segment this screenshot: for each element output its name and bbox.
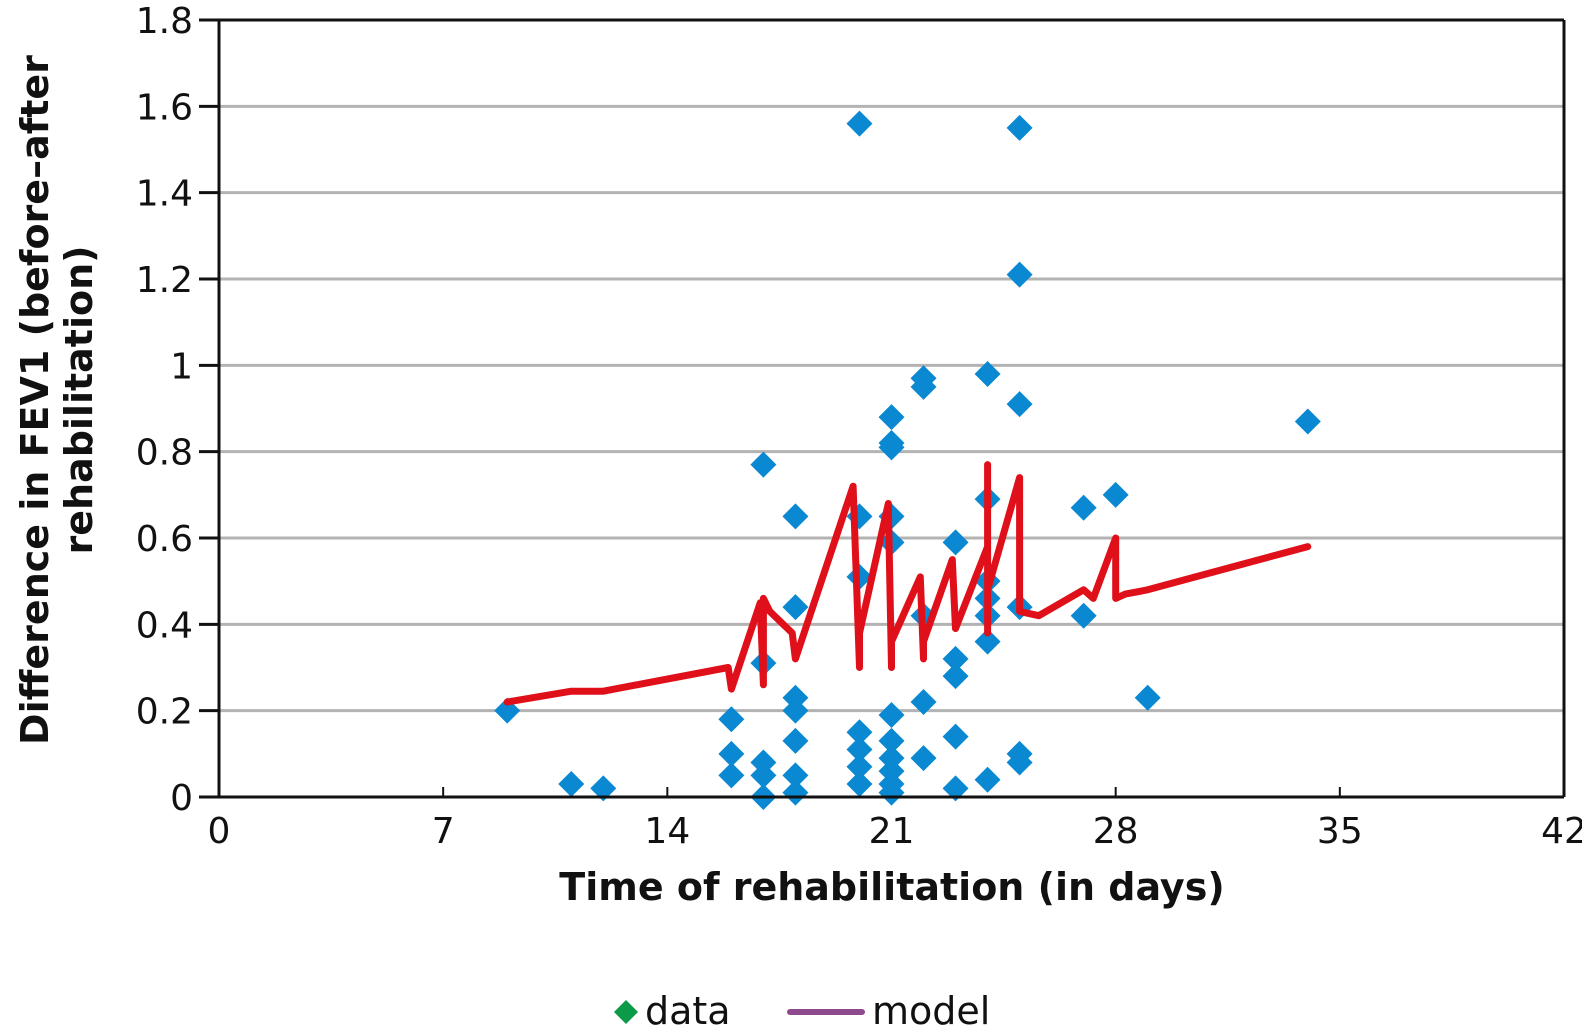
x-axis-ticks: 0 7 14 21 28 35 42	[208, 787, 1582, 852]
y-tick-label: 1.8	[136, 1, 193, 42]
data-point	[1006, 261, 1033, 288]
y-tick-label: 0.8	[136, 433, 193, 474]
data-point	[942, 645, 969, 672]
data-point	[878, 779, 905, 806]
y-tick-label: 0.6	[136, 519, 193, 560]
data-point	[1294, 408, 1321, 435]
data-point	[846, 110, 873, 137]
data-point	[782, 779, 809, 806]
data-point	[590, 775, 617, 802]
legend: data model	[614, 989, 990, 1033]
x-tick-label: 0	[208, 811, 231, 852]
x-tick-label: 35	[1317, 811, 1363, 852]
data-points	[494, 110, 1321, 810]
data-point	[910, 373, 937, 400]
data-point	[1006, 114, 1033, 141]
y-tick-label: 1.2	[136, 260, 193, 301]
data-point	[846, 753, 873, 780]
model-line	[503, 461, 1312, 706]
data-point	[910, 689, 937, 716]
data-point	[782, 594, 809, 621]
y-axis-title-line-2: rehabilitation)	[57, 245, 101, 554]
data-point	[878, 701, 905, 728]
data-point	[942, 723, 969, 750]
x-tick-label: 28	[1093, 811, 1139, 852]
data-point	[718, 706, 745, 733]
data-point	[942, 529, 969, 556]
x-tick-label: 21	[869, 811, 915, 852]
axes	[199, 18, 1566, 799]
data-point	[878, 727, 905, 754]
data-point	[846, 771, 873, 798]
x-tick-label: 42	[1541, 811, 1582, 852]
data-point	[974, 360, 1001, 387]
data-point	[782, 727, 809, 754]
y-tick-label: 1.4	[136, 174, 193, 215]
data-point	[1006, 749, 1033, 776]
data-point	[750, 762, 777, 789]
x-axis-title: Time of rehabilitation (in days)	[559, 865, 1224, 909]
data-point	[750, 451, 777, 478]
data-point	[878, 404, 905, 431]
y-axis-title: Difference in FEV1 (before–after rehabil…	[13, 55, 101, 745]
y-tick-label: 0	[170, 778, 193, 819]
data-point	[910, 745, 937, 772]
data-point	[942, 775, 969, 802]
data-point	[1102, 481, 1129, 508]
y-tick-label: 0.2	[136, 692, 193, 733]
y-axis-title-line-1: Difference in FEV1 (before–after	[13, 55, 57, 745]
data-point	[558, 771, 585, 798]
data-point	[1070, 602, 1097, 629]
data-point	[846, 719, 873, 746]
y-tick-label: 1.6	[136, 87, 193, 128]
legend-model-label: model	[872, 989, 990, 1033]
data-point	[846, 736, 873, 763]
data-point	[782, 697, 809, 724]
data-point	[718, 740, 745, 767]
x-tick-label: 14	[644, 811, 690, 852]
y-axis-ticks: 0 0.2 0.4 0.6 0.8 1 1.2 1.4 1.6 1.8	[136, 1, 219, 819]
legend-data-marker-icon	[614, 1000, 638, 1024]
data-point	[942, 663, 969, 690]
data-point	[1134, 684, 1161, 711]
model-line-group	[503, 461, 1312, 706]
data-point	[1006, 391, 1033, 418]
x-tick-label: 7	[432, 811, 455, 852]
data-point	[974, 766, 1001, 793]
data-point	[974, 628, 1001, 655]
y-tick-label: 0.4	[136, 605, 193, 646]
data-point	[782, 503, 809, 530]
data-point	[1070, 494, 1097, 521]
data-point	[878, 434, 905, 461]
legend-data-label: data	[645, 989, 731, 1033]
data-point	[782, 762, 809, 789]
data-point	[718, 762, 745, 789]
y-tick-label: 1	[170, 346, 193, 387]
